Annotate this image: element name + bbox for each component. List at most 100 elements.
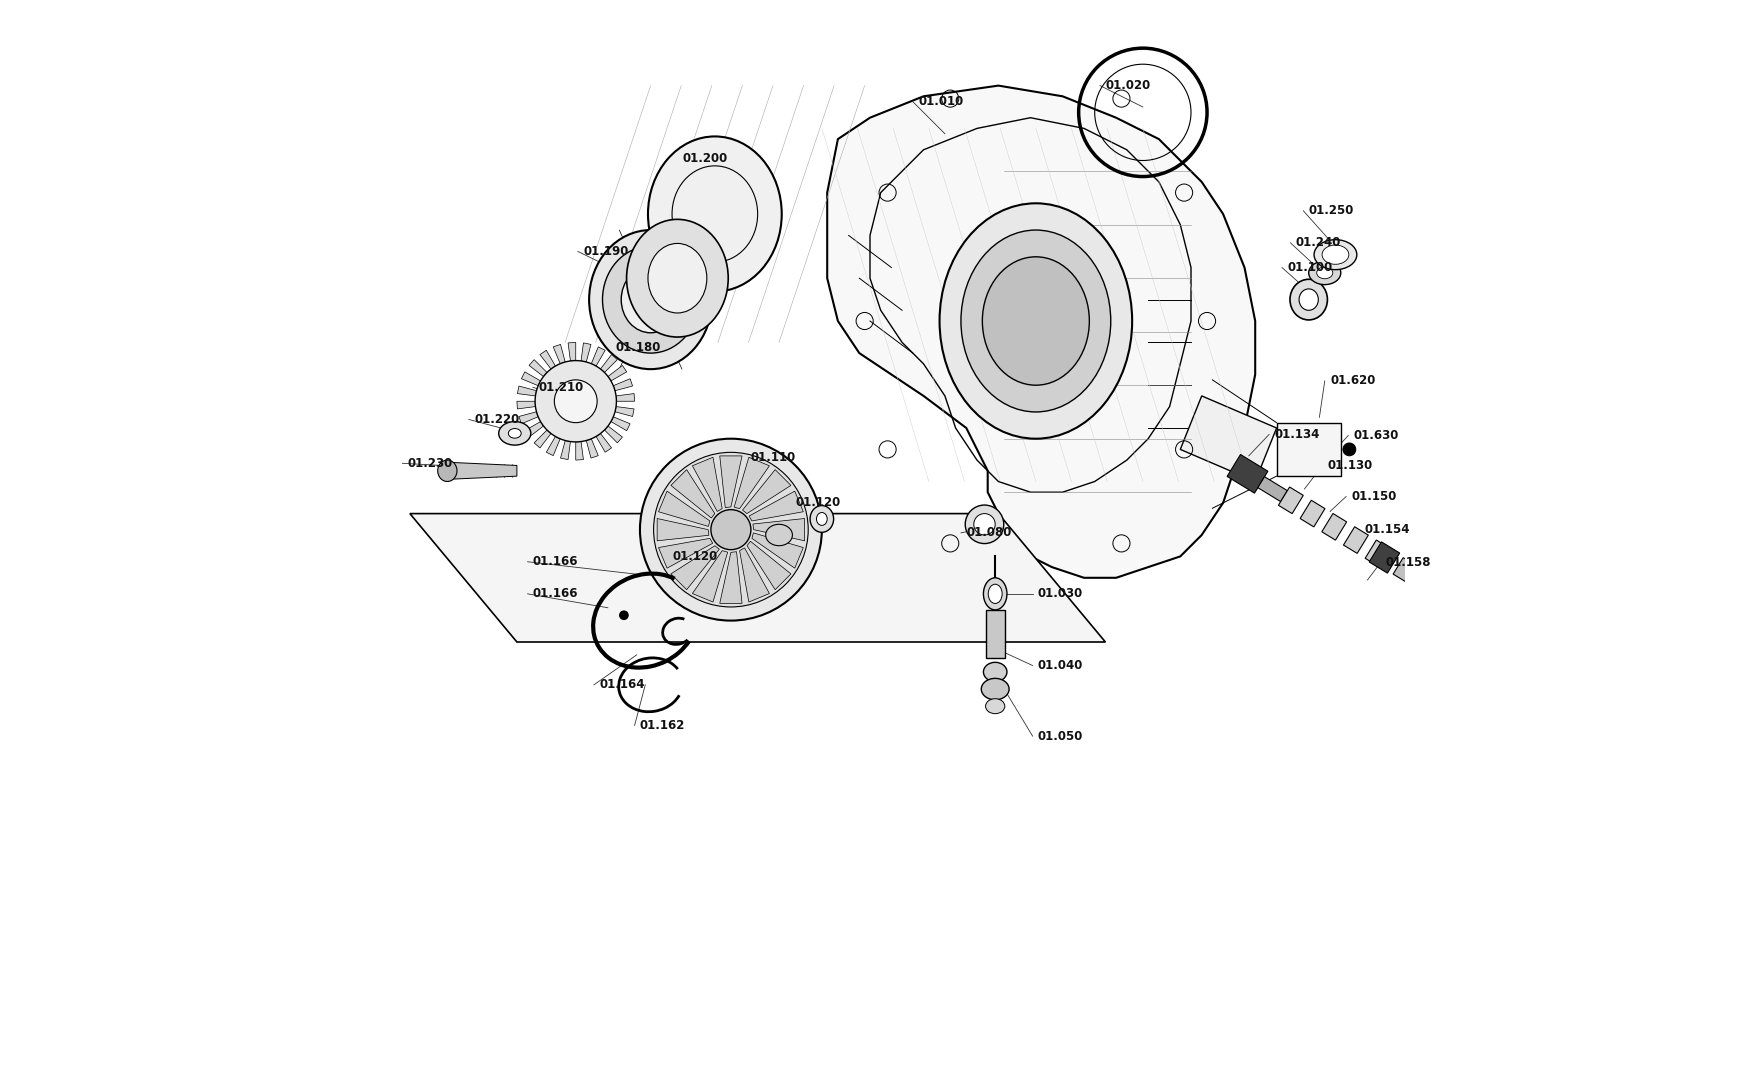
Polygon shape	[616, 394, 635, 401]
Polygon shape	[534, 430, 551, 448]
Text: 01.040: 01.040	[1038, 659, 1083, 672]
Polygon shape	[612, 379, 633, 391]
Text: 01.030: 01.030	[1038, 587, 1083, 600]
Text: 01.230: 01.230	[407, 457, 452, 470]
Polygon shape	[516, 386, 536, 396]
Circle shape	[1343, 443, 1355, 456]
Ellipse shape	[816, 513, 826, 525]
Polygon shape	[734, 457, 769, 508]
Ellipse shape	[983, 257, 1089, 385]
Ellipse shape	[1316, 268, 1332, 279]
Polygon shape	[1343, 526, 1367, 553]
Text: 01.150: 01.150	[1351, 490, 1396, 503]
Ellipse shape	[939, 203, 1132, 439]
Bar	[1276, 423, 1341, 476]
Polygon shape	[1257, 477, 1287, 502]
Text: 01.190: 01.190	[583, 245, 628, 258]
Ellipse shape	[988, 584, 1002, 603]
Ellipse shape	[810, 506, 833, 533]
Ellipse shape	[1322, 245, 1348, 264]
Circle shape	[1419, 571, 1457, 610]
Ellipse shape	[647, 137, 781, 291]
Text: 01.220: 01.220	[473, 413, 518, 426]
Polygon shape	[581, 342, 591, 362]
Polygon shape	[614, 407, 633, 416]
Circle shape	[640, 439, 821, 621]
Text: 01.166: 01.166	[532, 555, 577, 568]
Polygon shape	[529, 360, 546, 377]
Polygon shape	[603, 426, 623, 443]
Text: 01.620: 01.620	[1329, 374, 1376, 387]
Polygon shape	[539, 350, 555, 369]
Polygon shape	[410, 514, 1104, 642]
Text: 01.110: 01.110	[750, 452, 795, 464]
Text: 01.120: 01.120	[795, 496, 840, 509]
Circle shape	[654, 453, 807, 607]
Polygon shape	[553, 345, 565, 364]
Ellipse shape	[1308, 261, 1341, 285]
Circle shape	[619, 611, 628, 620]
Polygon shape	[750, 491, 803, 521]
Polygon shape	[567, 342, 576, 361]
Ellipse shape	[499, 422, 530, 445]
Text: 01.120: 01.120	[671, 550, 716, 563]
Text: 01.166: 01.166	[532, 587, 577, 600]
Polygon shape	[546, 437, 560, 456]
Circle shape	[974, 514, 995, 535]
Polygon shape	[1365, 540, 1389, 567]
Circle shape	[965, 505, 1003, 544]
Polygon shape	[743, 470, 791, 514]
Text: 01.154: 01.154	[1363, 523, 1409, 536]
Text: 01.020: 01.020	[1104, 79, 1149, 92]
Polygon shape	[1226, 455, 1268, 493]
Ellipse shape	[984, 699, 1003, 714]
Polygon shape	[826, 86, 1254, 578]
Polygon shape	[692, 457, 722, 511]
Polygon shape	[1278, 487, 1303, 514]
Text: 01.180: 01.180	[616, 341, 661, 354]
Ellipse shape	[765, 524, 791, 546]
Text: 01.100: 01.100	[1287, 261, 1332, 274]
Text: 01.200: 01.200	[682, 152, 727, 165]
Ellipse shape	[960, 230, 1109, 412]
Text: 01.050: 01.050	[1038, 730, 1083, 743]
Circle shape	[555, 380, 596, 423]
Ellipse shape	[508, 429, 522, 439]
Polygon shape	[586, 439, 598, 458]
Text: 01.010: 01.010	[918, 95, 963, 108]
Polygon shape	[1393, 557, 1429, 591]
Polygon shape	[516, 401, 536, 409]
Polygon shape	[671, 546, 718, 590]
Ellipse shape	[1313, 240, 1356, 270]
Polygon shape	[522, 372, 541, 385]
Ellipse shape	[647, 244, 706, 314]
Polygon shape	[657, 491, 710, 526]
Ellipse shape	[626, 219, 729, 337]
Polygon shape	[525, 422, 543, 437]
Polygon shape	[1322, 514, 1346, 540]
Text: 01.158: 01.158	[1384, 556, 1431, 569]
Ellipse shape	[1299, 289, 1318, 310]
Polygon shape	[657, 538, 713, 568]
Polygon shape	[753, 519, 803, 540]
Polygon shape	[657, 519, 708, 540]
Polygon shape	[1369, 541, 1398, 574]
Polygon shape	[720, 456, 741, 507]
Polygon shape	[518, 412, 537, 424]
Text: 01.080: 01.080	[965, 526, 1010, 539]
Ellipse shape	[1289, 279, 1327, 320]
Text: 01.250: 01.250	[1308, 204, 1353, 217]
Polygon shape	[671, 470, 715, 518]
Polygon shape	[560, 441, 570, 460]
Ellipse shape	[983, 578, 1007, 610]
Polygon shape	[720, 552, 741, 603]
Bar	[984, 610, 1003, 658]
Polygon shape	[610, 417, 630, 431]
Circle shape	[536, 361, 616, 442]
Ellipse shape	[983, 662, 1007, 682]
Text: 01.210: 01.210	[537, 381, 583, 394]
Polygon shape	[596, 433, 610, 453]
Circle shape	[711, 509, 751, 550]
Polygon shape	[739, 548, 769, 602]
Polygon shape	[600, 354, 617, 372]
